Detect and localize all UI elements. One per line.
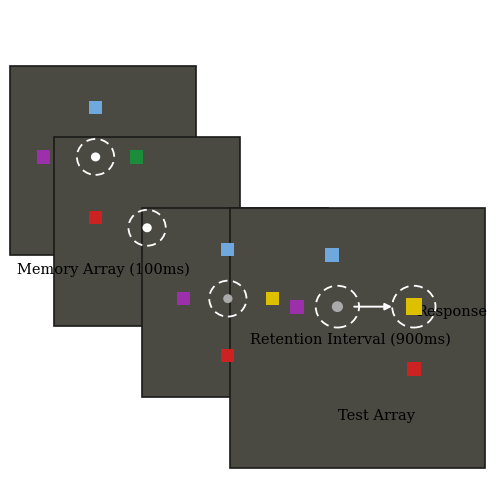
Bar <box>89 101 102 114</box>
Bar <box>54 137 240 326</box>
Bar <box>89 211 102 224</box>
Bar <box>142 208 328 397</box>
Bar <box>407 362 421 376</box>
Bar <box>222 348 234 362</box>
Text: Test Array: Test Array <box>338 409 415 423</box>
Bar <box>326 248 340 262</box>
Bar <box>230 208 485 468</box>
Circle shape <box>223 294 232 303</box>
Text: Retention Interval (900ms): Retention Interval (900ms) <box>250 333 451 347</box>
Bar <box>406 298 422 315</box>
Bar <box>266 292 279 305</box>
Bar <box>10 66 196 255</box>
Circle shape <box>332 301 343 312</box>
Circle shape <box>91 152 100 161</box>
Bar <box>130 150 143 163</box>
Bar <box>176 292 190 305</box>
Bar <box>222 243 234 256</box>
Bar <box>37 150 50 163</box>
Text: Memory Array (100ms): Memory Array (100ms) <box>16 262 190 277</box>
Circle shape <box>142 223 152 232</box>
Text: Response: Response <box>416 305 488 319</box>
Bar <box>290 299 304 314</box>
